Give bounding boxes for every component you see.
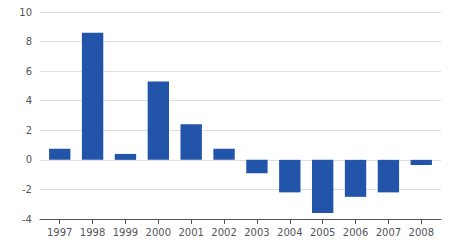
svg-text:-4: -4 — [22, 214, 32, 225]
svg-text:2007: 2007 — [376, 227, 401, 238]
svg-text:2003: 2003 — [244, 227, 269, 238]
svg-text:8: 8 — [26, 36, 32, 47]
svg-text:2006: 2006 — [343, 227, 368, 238]
svg-text:2008: 2008 — [409, 227, 434, 238]
svg-text:6: 6 — [26, 66, 32, 77]
svg-text:-2: -2 — [22, 184, 32, 195]
svg-text:10: 10 — [19, 7, 32, 18]
svg-text:1998: 1998 — [80, 227, 105, 238]
svg-text:2004: 2004 — [277, 227, 302, 238]
svg-text:1997: 1997 — [47, 227, 72, 238]
svg-text:2002: 2002 — [211, 227, 236, 238]
svg-text:2005: 2005 — [310, 227, 335, 238]
svg-text:2001: 2001 — [178, 227, 203, 238]
svg-text:4: 4 — [26, 95, 32, 106]
svg-text:1999: 1999 — [113, 227, 138, 238]
svg-text:2: 2 — [26, 125, 32, 136]
svg-text:2000: 2000 — [146, 227, 171, 238]
svg-text:0: 0 — [26, 154, 32, 165]
